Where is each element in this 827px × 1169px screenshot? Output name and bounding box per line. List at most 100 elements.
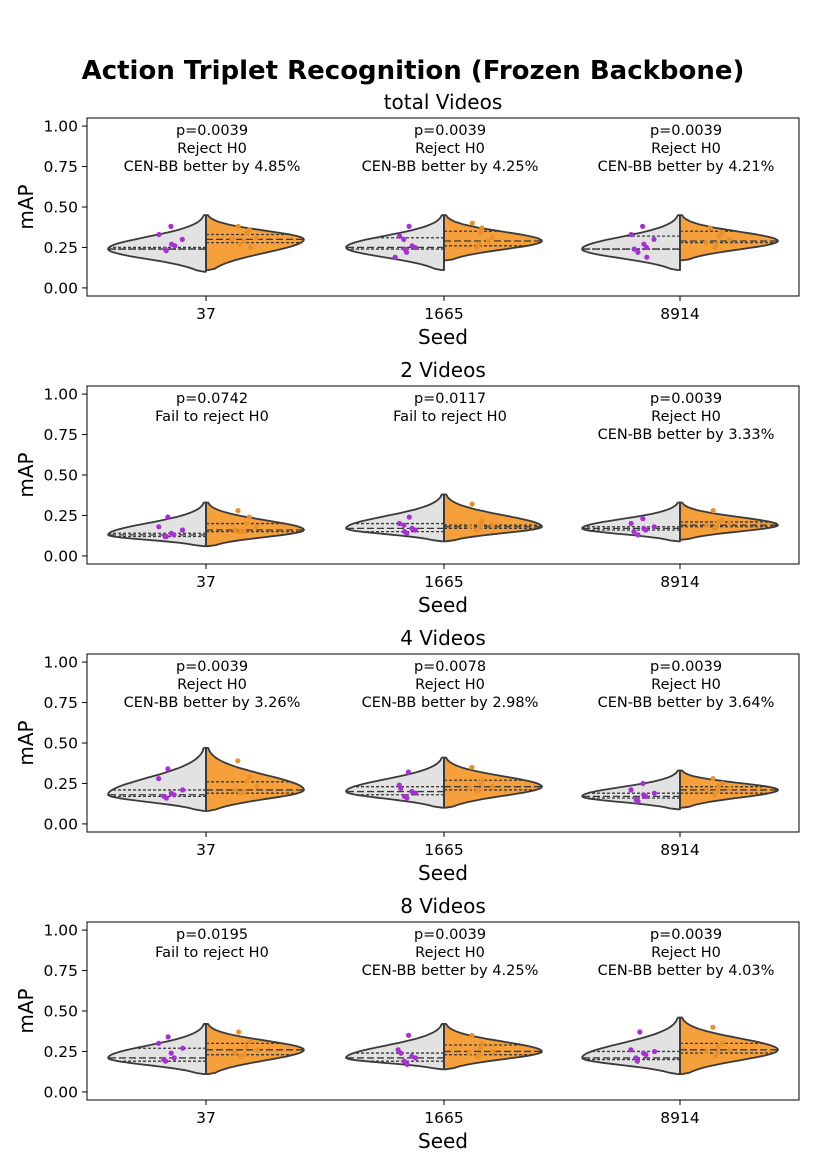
- data-point-cenbb: [490, 1048, 496, 1055]
- data-point-cenbb: [241, 529, 247, 535]
- data-point-baseline: [156, 524, 162, 530]
- data-point-cenbb: [719, 780, 725, 787]
- stat-annotation-line: CEN-BB better by 4.25%: [362, 963, 539, 979]
- y-tick-label: 1.00: [43, 922, 78, 940]
- data-point-cenbb: [254, 1047, 260, 1053]
- data-point-cenbb: [712, 525, 718, 532]
- stat-annotation-line: CEN-BB better by 3.26%: [124, 695, 301, 711]
- y-tick-label: 0.00: [43, 547, 78, 565]
- data-point-cenbb: [247, 1039, 253, 1045]
- data-point-baseline: [637, 1029, 643, 1035]
- y-tick-label: 1.00: [43, 654, 78, 672]
- data-point-baseline: [180, 1045, 186, 1051]
- stat-annotation-line: p=0.0078: [414, 659, 486, 675]
- y-axis-label: mAP: [14, 184, 38, 229]
- stat-annotation-line: CEN-BB better by 3.64%: [598, 695, 775, 711]
- data-point-cenbb: [703, 240, 709, 246]
- x-tick-label: 8914: [660, 305, 699, 323]
- stat-annotation-line: p=0.0039: [176, 659, 248, 675]
- x-axis-label: Seed: [418, 861, 468, 885]
- y-tick-label: 0.50: [43, 467, 78, 485]
- violin-half-cenbb: [679, 1016, 779, 1076]
- data-point-baseline: [398, 785, 404, 791]
- stat-annotation-line: p=0.0039: [414, 123, 486, 139]
- data-point-baseline: [401, 236, 407, 242]
- data-point-cenbb: [712, 1053, 719, 1059]
- violin-half-baseline: [345, 493, 445, 543]
- data-point-baseline: [156, 231, 162, 238]
- violin-half-cenbb: [205, 746, 305, 812]
- data-point-baseline: [644, 254, 650, 260]
- data-point-baseline: [643, 1052, 649, 1058]
- y-tick-label: 0.50: [43, 199, 78, 217]
- data-point-baseline: [171, 792, 177, 798]
- data-point-cenbb: [704, 1048, 710, 1055]
- data-point-baseline: [643, 244, 650, 251]
- data-point-baseline: [643, 793, 649, 800]
- violin-group-seed-37: p=0.0195 Fail to reject H0: [107, 927, 305, 1076]
- data-point-baseline: [635, 798, 641, 804]
- data-point-cenbb: [711, 792, 718, 798]
- data-point-baseline: [640, 780, 646, 787]
- data-point-baseline: [413, 1055, 419, 1061]
- data-point-baseline: [165, 1034, 171, 1040]
- data-point-cenbb: [490, 784, 496, 790]
- stat-annotation-line: p=0.0117: [414, 391, 486, 407]
- y-tick-label: 0.00: [43, 1083, 78, 1101]
- violin-group-seed-1665: p=0.0039 Reject H0 CEN-BB better by 4.25%: [345, 927, 543, 1071]
- x-tick-label: 1665: [424, 305, 463, 323]
- data-point-cenbb: [719, 1040, 726, 1046]
- y-tick-label: 0.50: [43, 1003, 78, 1021]
- violin-half-baseline: [107, 214, 207, 273]
- data-point-cenbb: [243, 779, 249, 785]
- stat-annotation-line: CEN-BB better by 2.98%: [362, 695, 539, 711]
- data-point-cenbb: [466, 785, 472, 791]
- data-point-cenbb: [246, 514, 252, 520]
- y-tick-label: 0.75: [43, 962, 78, 980]
- data-point-baseline: [396, 520, 402, 527]
- data-point-baseline: [172, 243, 178, 249]
- data-point-cenbb: [715, 784, 722, 790]
- data-point-cenbb: [246, 774, 253, 780]
- data-point-cenbb: [477, 1045, 483, 1051]
- stat-annotation-line: p=0.0039: [176, 123, 248, 139]
- data-point-baseline: [412, 790, 419, 796]
- data-point-baseline: [405, 769, 411, 775]
- data-point-baseline: [404, 795, 410, 801]
- data-point-cenbb: [726, 236, 733, 242]
- violin-group-seed-1665: p=0.0078 Reject H0 CEN-BB better by 2.98%: [345, 659, 543, 809]
- data-point-baseline: [628, 231, 634, 238]
- violin-group-seed-1665: p=0.0117 Fail to reject H0: [345, 391, 543, 543]
- x-tick-label: 37: [196, 1109, 216, 1127]
- data-point-cenbb: [704, 522, 710, 528]
- stat-annotation-line: p=0.0039: [414, 927, 486, 943]
- figure-title: Action Triplet Recognition (Frozen Backb…: [82, 56, 745, 86]
- data-point-baseline: [409, 1053, 415, 1059]
- data-point-cenbb: [254, 235, 260, 241]
- data-point-cenbb: [704, 787, 710, 793]
- y-tick-label: 0.75: [43, 694, 78, 712]
- x-tick-label: 37: [196, 305, 216, 323]
- data-point-cenbb: [232, 527, 238, 533]
- data-point-baseline: [631, 529, 637, 535]
- data-point-cenbb: [707, 225, 713, 231]
- stat-annotation-line: Reject H0: [415, 677, 485, 693]
- stat-annotation-line: Reject H0: [651, 945, 721, 961]
- data-point-cenbb: [241, 1052, 247, 1058]
- y-tick-label: 0.25: [43, 1043, 78, 1061]
- data-point-cenbb: [244, 520, 250, 527]
- stat-annotation-line: Reject H0: [651, 677, 721, 693]
- violin-half-baseline: [345, 756, 445, 809]
- data-point-cenbb: [469, 764, 475, 770]
- violin-group-seed-8914: p=0.0039 Reject H0 CEN-BB better by 4.03%: [581, 927, 779, 1076]
- data-point-baseline: [628, 1047, 634, 1053]
- data-point-cenbb: [466, 1050, 472, 1056]
- data-point-cenbb: [235, 758, 241, 764]
- data-point-baseline: [404, 1061, 410, 1067]
- panel-1: total Videos 0.00 0.25 0.50 0.75 1.00 mAP 37 166…: [14, 90, 800, 349]
- data-point-cenbb: [710, 1024, 716, 1030]
- panel-2: 2 Videos 0.00 0.25 0.50 0.75 1.00 mAP 37 1665 891…: [14, 358, 800, 617]
- x-tick-label: 1665: [424, 573, 463, 591]
